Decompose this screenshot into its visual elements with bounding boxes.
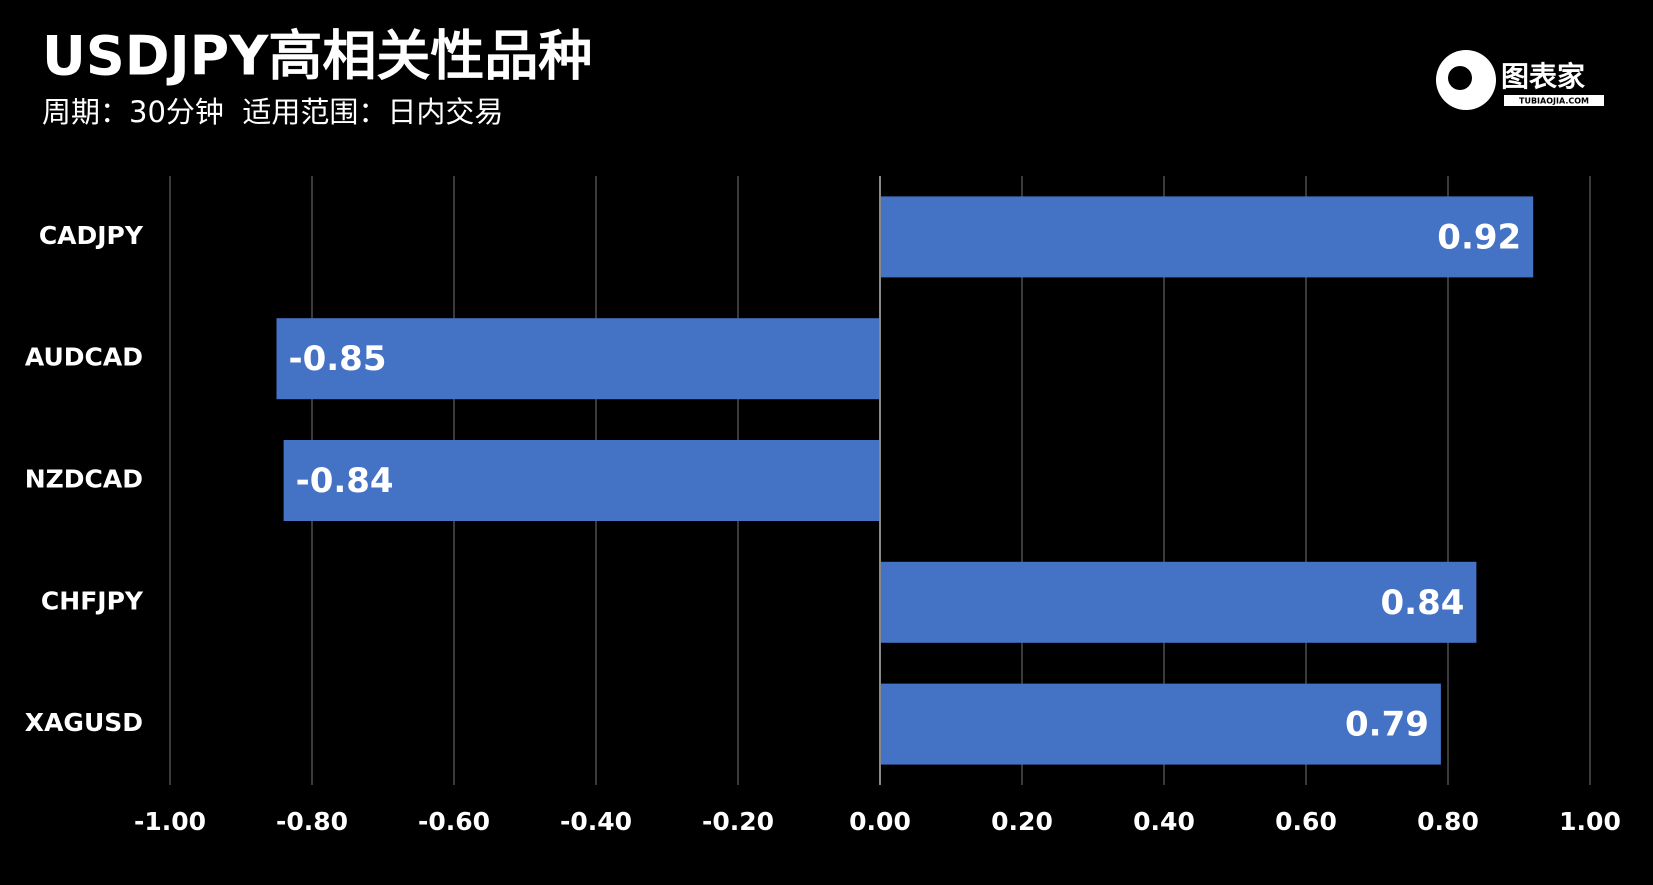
chart-subtitle: 周期：30分钟 适用范围：日内交易 [42,95,503,129]
x-tick-label: 1.00 [1559,807,1621,836]
x-tick-label: 0.60 [1275,807,1337,836]
y-tick-label: CADJPY [39,221,144,250]
logo-bar [1504,95,1604,106]
x-tick-label: -0.20 [702,807,774,836]
data-label: 0.84 [1381,583,1465,623]
y-tick-label: CHFJPY [41,586,144,615]
data-label: 0.79 [1345,705,1429,745]
logo-icon-eye [1448,66,1472,90]
x-tick-label: -0.80 [276,807,348,836]
data-label: -0.84 [296,461,394,501]
bar [283,440,881,521]
x-tick-label: 0.20 [991,807,1053,836]
data-label: -0.85 [289,339,387,379]
y-tick-label: XAGUSD [25,708,143,737]
logo-name: 图表家 [1501,60,1585,93]
bar [276,318,880,400]
bar [880,683,1441,765]
x-tick-label: -1.00 [134,807,206,836]
chart-title: USDJPY高相关性品种 [42,25,592,88]
bar [880,196,1534,278]
x-tick-label: -0.60 [418,807,490,836]
x-tick-label: 0.00 [849,807,911,836]
x-tick-label: -0.40 [560,807,632,836]
x-tick-label: 0.40 [1133,807,1195,836]
logo: 图表家 TUBIAOJIA.COM [1436,50,1604,110]
logo-url: TUBIAOJIA.COM [1519,97,1589,106]
data-label: 0.92 [1437,217,1521,257]
y-tick-label: AUDCAD [25,343,143,372]
bar [880,561,1477,643]
y-tick-label: NZDCAD [25,465,143,494]
x-tick-label: 0.80 [1417,807,1479,836]
